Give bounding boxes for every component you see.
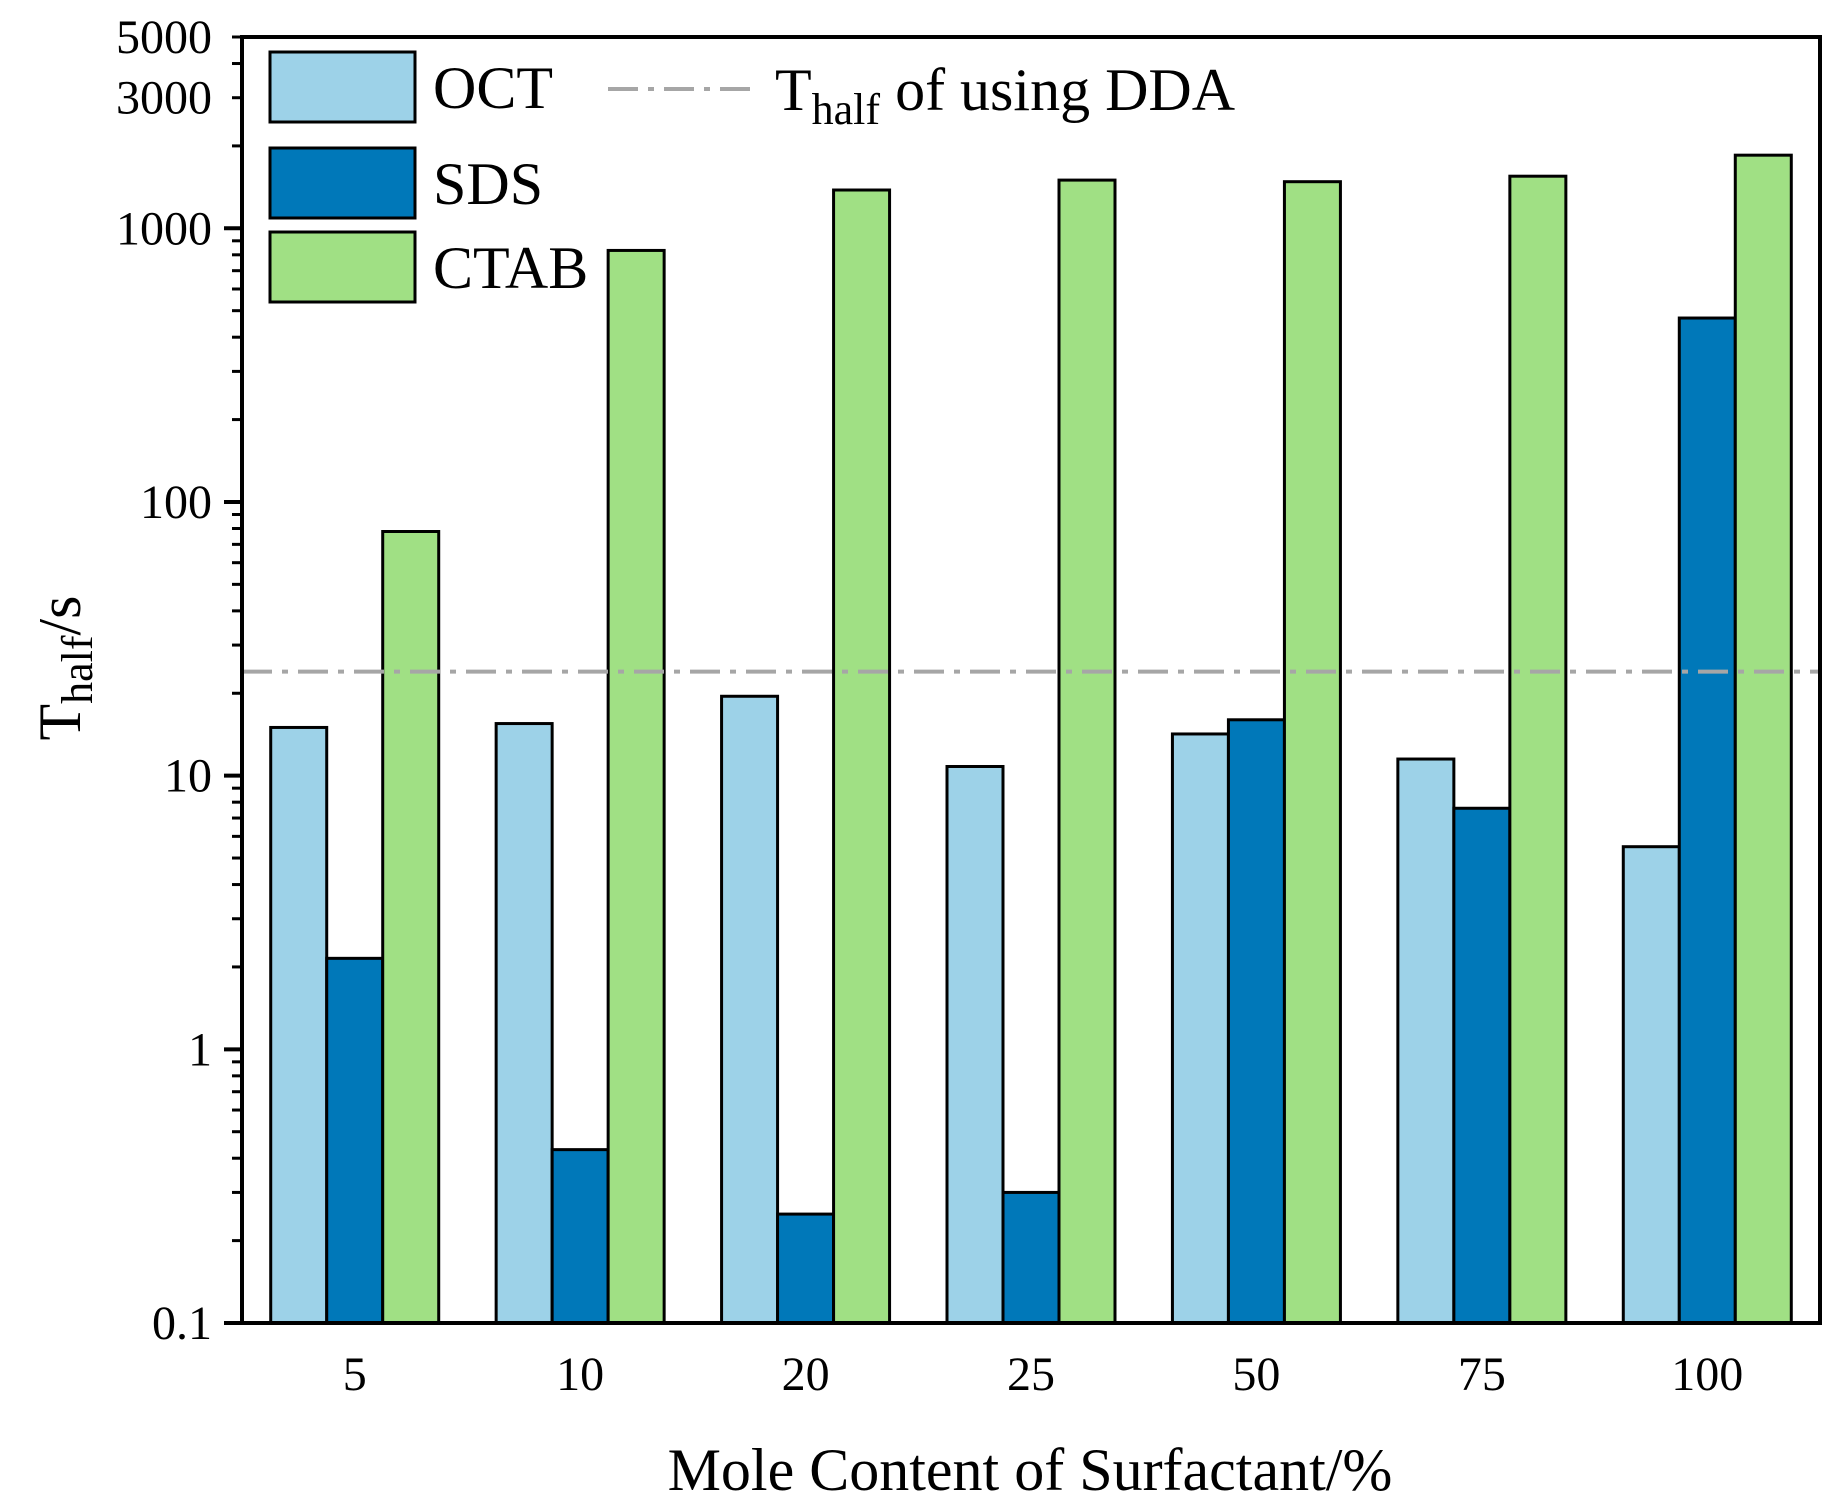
bar-oct-5 xyxy=(269,725,329,1325)
y-tick-label: 10 xyxy=(164,750,212,803)
bar-ctab-100 xyxy=(1733,153,1793,1325)
legend-label-ctab: CTAB xyxy=(433,235,588,301)
bar-ctab-75 xyxy=(1508,174,1568,1325)
x-axis-title: Mole Content of Surfactant/% xyxy=(668,1437,1393,1503)
bar-oct-50 xyxy=(1170,732,1230,1325)
y-axis-title: Thalf/s xyxy=(27,595,102,740)
legend: OCT SDS CTAB Thalf of using DDA xyxy=(268,50,1235,304)
x-tick-label: 50 xyxy=(1232,1348,1280,1401)
legend-swatch-ctab xyxy=(268,230,417,304)
legend-swatch-oct xyxy=(268,50,417,124)
bar-ctab-5 xyxy=(381,530,441,1325)
x-axis: 5 10 20 25 50 75 100 xyxy=(343,1348,1744,1401)
y-tick-label: 100 xyxy=(140,476,212,529)
y-tick-label: 1 xyxy=(188,1023,212,1076)
y-axis-title-suffix: /s xyxy=(27,595,93,635)
bar-sds-25 xyxy=(1001,1190,1061,1325)
x-tick-label: 25 xyxy=(1007,1348,1055,1401)
y-tick-label: 3000 xyxy=(116,72,212,125)
bar-oct-75 xyxy=(1396,757,1456,1325)
y-axis: 0.1 1 10 100 1000 3000 5000 xyxy=(116,11,242,1350)
y-axis-title-base: T xyxy=(27,704,93,741)
bar-ctab-50 xyxy=(1282,180,1342,1325)
legend-label-oct: OCT xyxy=(433,55,553,121)
x-tick-label: 5 xyxy=(343,1348,367,1401)
x-tick-label: 100 xyxy=(1671,1348,1743,1401)
bar-ctab-10 xyxy=(606,248,666,1325)
x-tick-label: 75 xyxy=(1458,1348,1506,1401)
bar-sds-75 xyxy=(1452,806,1512,1325)
x-tick-label: 20 xyxy=(782,1348,830,1401)
x-tick-label: 10 xyxy=(556,1348,604,1401)
bar-oct-20 xyxy=(720,694,780,1325)
bar-ctab-20 xyxy=(832,188,892,1325)
bar-oct-10 xyxy=(494,722,554,1325)
y-tick-label: 0.1 xyxy=(152,1297,212,1350)
legend-label-reference-line: Thalf of using DDA xyxy=(775,57,1235,134)
bar-sds-10 xyxy=(550,1148,610,1325)
y-tick-label: 1000 xyxy=(116,202,212,255)
legend-label-sds: SDS xyxy=(433,151,543,217)
y-tick-label: 5000 xyxy=(116,11,212,64)
bar-sds-20 xyxy=(776,1212,836,1325)
bar-sds-100 xyxy=(1677,316,1737,1325)
bar-oct-25 xyxy=(945,764,1005,1325)
bars-group xyxy=(269,153,1793,1325)
bar-sds-50 xyxy=(1226,718,1286,1325)
legend-swatch-sds xyxy=(268,146,417,220)
y-axis-title-subscript: half xyxy=(53,635,102,704)
bar-oct-100 xyxy=(1621,845,1681,1325)
bar-ctab-25 xyxy=(1057,178,1117,1325)
plot-frame xyxy=(240,35,1822,1325)
bar-sds-5 xyxy=(325,956,385,1325)
